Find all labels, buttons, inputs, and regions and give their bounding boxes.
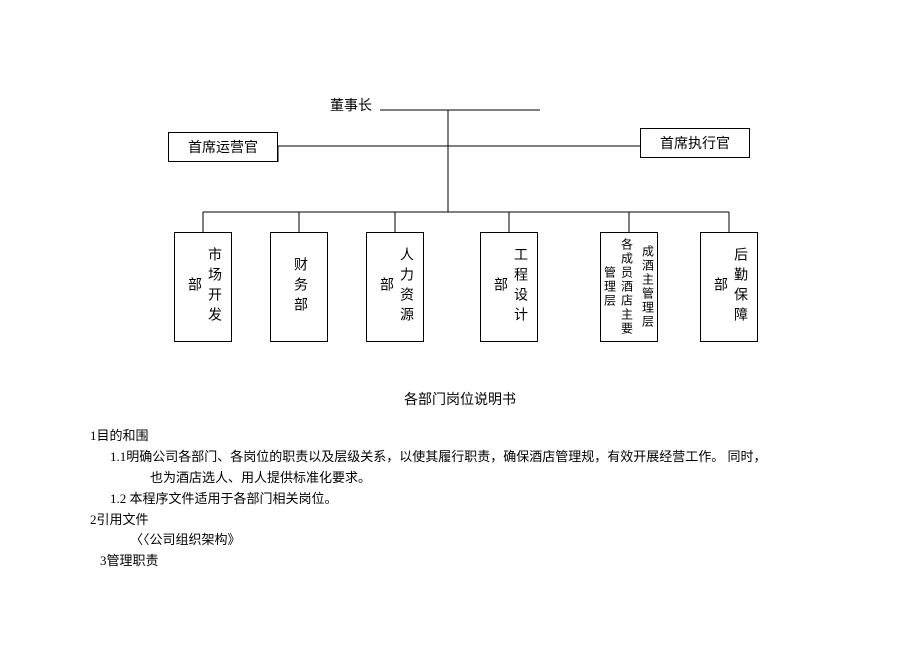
dept-box: 财务部: [270, 232, 328, 342]
document-text: 各部门岗位说明书 1目的和围 1.1明确公司各部门、各岗位的职责以及层级关系，以…: [0, 370, 920, 572]
section-1-1: 1.1明确公司各部门、各岗位的职责以及层级关系，以使其履行职责，确保酒店管理规，…: [110, 447, 830, 468]
coo-label: 首席运营官: [188, 137, 258, 157]
ceo-box: 首席执行官: [640, 128, 750, 158]
coo-box: 首席运营官: [168, 132, 278, 162]
section-1-1b: 也为酒店选人、用人提供标准化要求。: [150, 468, 830, 489]
dept-box: 后勤保障部: [700, 232, 758, 342]
dept-col-right: 成酒主管理层: [638, 241, 659, 333]
doc-title: 各部门岗位说明书: [90, 390, 830, 412]
dept-col-left: 各成员酒店主要管理层: [600, 233, 638, 341]
dept-box: 各成员酒店主要管理层成酒主管理层: [600, 232, 658, 342]
dept-box: 工程设计部: [480, 232, 538, 342]
section-1: 1目的和围: [90, 426, 830, 447]
dept-box: 人力资源部: [366, 232, 424, 342]
section-2-1: 〈〈公司组织架构》: [130, 530, 830, 551]
dept-box: 市场开发部: [174, 232, 232, 342]
section-2: 2引用文件: [90, 510, 830, 531]
section-1-2: 1.2 本程序文件适用于各部门相关岗位。: [110, 489, 830, 510]
ceo-label: 首席执行官: [660, 133, 730, 153]
connector-lines: [0, 0, 920, 370]
section-3: 3管理职责: [100, 551, 830, 572]
chairman-label: 董事长: [330, 95, 372, 115]
org-chart: 董事长 首席运营官 首席执行官 市场开发部财务部人力资源部工程设计部 各成员酒店主…: [0, 0, 920, 370]
